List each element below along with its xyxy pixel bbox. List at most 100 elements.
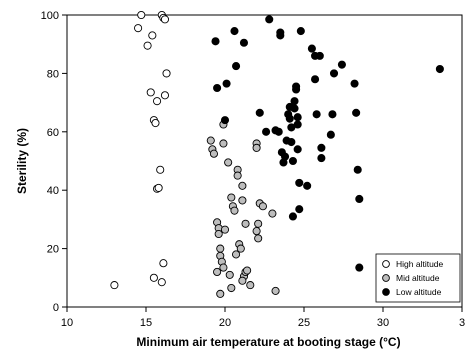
- data-point: [243, 266, 252, 275]
- data-point: [134, 24, 143, 33]
- data-point: [252, 143, 261, 152]
- legend-label: High altitude: [396, 259, 444, 269]
- data-point: [317, 154, 326, 163]
- y-tick-label: 0: [53, 302, 59, 314]
- data-point: [213, 267, 222, 277]
- data-point: [206, 136, 215, 145]
- data-point: [230, 27, 239, 36]
- data-point: [329, 69, 339, 78]
- data-point: [355, 194, 364, 204]
- y-tick-label: 60: [47, 127, 59, 139]
- data-point: [290, 97, 299, 106]
- data-point: [295, 178, 304, 187]
- legend-box: [375, 253, 461, 303]
- series-high-altitude: [110, 10, 171, 290]
- data-point: [162, 69, 171, 78]
- data-point: [232, 62, 241, 71]
- data-point: [227, 283, 236, 293]
- data-point: [110, 281, 119, 290]
- data-point: [233, 171, 242, 180]
- data-point: [246, 281, 255, 290]
- data-point: [315, 51, 324, 60]
- data-point: [156, 165, 165, 174]
- data-point: [222, 79, 231, 88]
- data-point: [227, 193, 236, 202]
- data-point: [241, 219, 250, 228]
- series-mid-altitude: [206, 120, 280, 298]
- legend-label: Mid altitude: [396, 273, 440, 283]
- data-point: [317, 143, 326, 152]
- data-point: [285, 114, 294, 123]
- data-point: [312, 110, 321, 119]
- data-point: [254, 219, 263, 228]
- data-point: [151, 118, 160, 128]
- data-point: [262, 127, 271, 136]
- data-point: [293, 113, 302, 122]
- data-point: [232, 250, 241, 259]
- y-tick-label: 100: [41, 10, 59, 22]
- legend-label: Low altitude: [396, 287, 442, 297]
- data-point: [268, 209, 277, 218]
- data-point: [220, 116, 230, 125]
- data-point: [146, 88, 155, 97]
- data-point: [160, 91, 170, 100]
- data-point: [216, 244, 225, 253]
- data-point: [303, 181, 312, 190]
- data-point: [220, 225, 230, 234]
- data-point: [236, 244, 245, 253]
- data-point: [292, 85, 301, 94]
- data-point: [160, 15, 170, 24]
- data-point: [287, 137, 296, 147]
- legend-marker: [382, 260, 390, 268]
- data-point: [295, 205, 304, 214]
- data-point: [296, 27, 305, 36]
- data-point: [293, 120, 302, 129]
- data-point: [280, 152, 290, 161]
- data-point: [149, 273, 158, 282]
- data-point: [350, 79, 359, 88]
- series-low-altitude: [211, 15, 444, 272]
- data-point: [271, 286, 280, 295]
- data-point: [326, 130, 335, 139]
- data-point: [276, 31, 285, 40]
- data-point: [230, 206, 239, 215]
- data-point: [213, 83, 222, 93]
- data-point: [352, 108, 361, 117]
- data-point: [239, 38, 249, 47]
- data-point: [254, 234, 263, 243]
- data-point: [238, 196, 247, 205]
- plot-frame: [66, 14, 463, 308]
- data-point: [216, 289, 225, 298]
- data-point: [353, 165, 362, 174]
- y-tick-label: 80: [47, 68, 59, 80]
- points-layer: [110, 10, 444, 298]
- data-point: [238, 181, 247, 190]
- x-tick-label: 20: [219, 317, 231, 329]
- data-point: [337, 60, 346, 69]
- data-point: [209, 149, 218, 158]
- data-point: [258, 202, 267, 211]
- data-point: [307, 44, 316, 53]
- data-point: [328, 110, 337, 119]
- data-point: [252, 227, 261, 236]
- data-point: [148, 31, 157, 40]
- data-point: [214, 229, 223, 239]
- data-point: [225, 270, 234, 279]
- data-point: [153, 97, 162, 106]
- data-point: [143, 41, 152, 50]
- data-point: [224, 158, 233, 167]
- data-point: [265, 15, 274, 24]
- data-point: [274, 127, 283, 136]
- x-tick-label: 3: [459, 317, 465, 329]
- data-point: [288, 156, 297, 166]
- legend-marker: [382, 288, 390, 296]
- data-point: [219, 139, 228, 148]
- data-point: [435, 64, 444, 74]
- data-point: [159, 259, 168, 268]
- data-point: [219, 263, 228, 272]
- data-point: [211, 37, 220, 46]
- data-point: [154, 183, 163, 192]
